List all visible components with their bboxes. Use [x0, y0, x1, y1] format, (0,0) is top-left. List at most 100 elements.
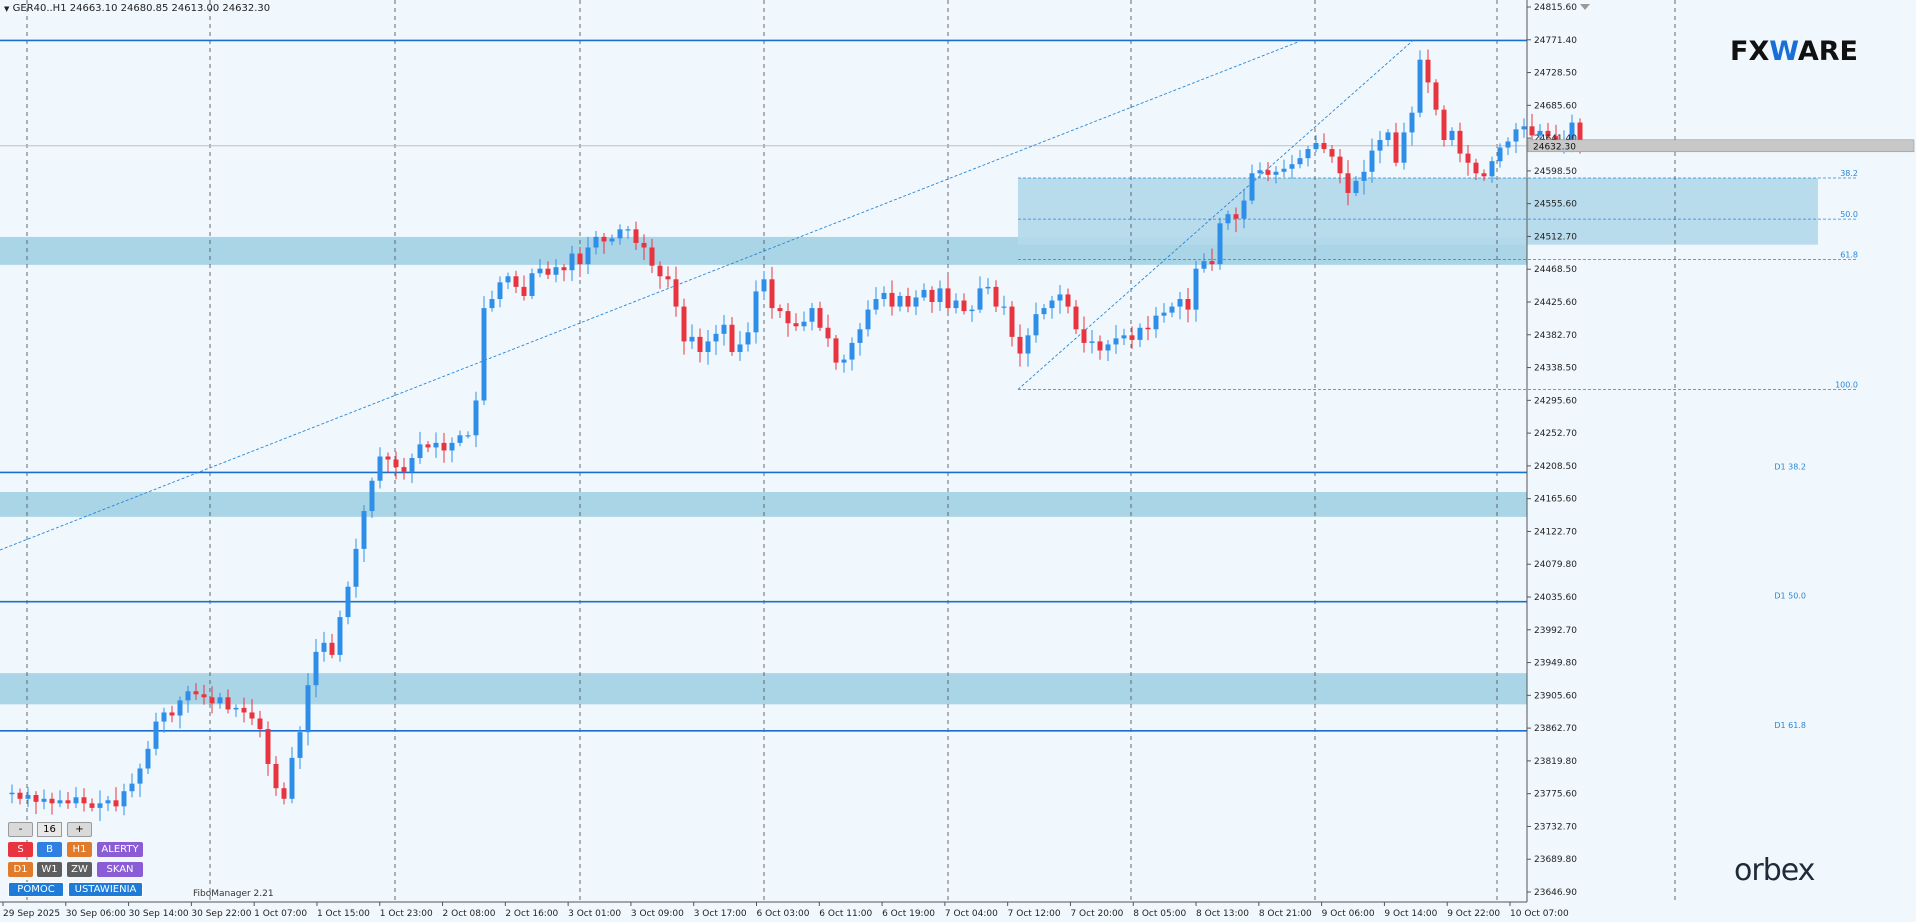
- candle-body: [1353, 180, 1359, 193]
- candle-body: [281, 788, 287, 799]
- price-axis-label: 23819.80: [1534, 757, 1577, 767]
- price-axis-label: 23775.60: [1534, 790, 1577, 800]
- d1-level-label: D1 50.0: [1774, 592, 1806, 601]
- candle-body: [657, 265, 663, 277]
- candle-body: [833, 338, 839, 363]
- candle-body: [1081, 329, 1087, 343]
- candle-body: [1313, 143, 1319, 150]
- candle-body: [249, 712, 255, 719]
- candle-body: [569, 253, 575, 271]
- buy-button[interactable]: B: [37, 842, 62, 857]
- candle-body: [849, 342, 855, 360]
- candle-body: [961, 300, 967, 312]
- candle-body: [313, 651, 319, 686]
- candle-body: [673, 279, 679, 307]
- candle-body: [1177, 298, 1183, 307]
- chevron-down-icon[interactable]: ▼: [4, 5, 10, 13]
- d1-level-label: D1 38.2: [1774, 462, 1806, 471]
- fibo-level-label: 100.0: [1835, 380, 1858, 389]
- candle-body: [945, 288, 951, 309]
- price-axis-label: 24641.40: [1534, 134, 1577, 144]
- candle-body: [889, 292, 895, 307]
- candle-body: [137, 768, 143, 784]
- time-axis-label: 7 Oct 20:00: [1070, 909, 1123, 919]
- time-axis-label: 2 Oct 08:00: [443, 909, 496, 919]
- price-axis-label: 24512.70: [1534, 232, 1577, 242]
- scan-button[interactable]: SKAN: [97, 862, 143, 877]
- candle-body: [201, 694, 207, 698]
- candle-body: [529, 273, 535, 296]
- settings-button[interactable]: USTAWIENIA: [68, 882, 143, 897]
- candle-body: [977, 288, 983, 310]
- time-axis-label: 3 Oct 17:00: [694, 909, 747, 919]
- price-axis-label: 24122.70: [1534, 527, 1577, 537]
- time-axis-label: 6 Oct 03:00: [757, 909, 810, 919]
- candle-body: [265, 729, 271, 764]
- candle-body: [145, 748, 151, 769]
- trend-line[interactable]: [0, 41, 1299, 551]
- candle-body: [1217, 223, 1223, 265]
- chart-shift-icon[interactable]: [1580, 4, 1590, 10]
- candle-body: [721, 324, 727, 334]
- candle-body: [1425, 59, 1431, 83]
- candle-body: [665, 276, 671, 280]
- candle-body: [297, 732, 303, 758]
- candle-body: [241, 707, 247, 713]
- increase-button[interactable]: +: [67, 822, 92, 837]
- candle-body: [1121, 335, 1127, 339]
- timeframe-w1-button[interactable]: W1: [37, 862, 62, 877]
- timeframe-d1-button[interactable]: D1: [8, 862, 33, 877]
- candle-body: [881, 292, 887, 299]
- candle-body: [1433, 82, 1439, 110]
- price-axis-label: 24598.50: [1534, 167, 1577, 177]
- candle-body: [617, 229, 623, 239]
- help-button[interactable]: POMOC: [8, 882, 64, 897]
- candle-body: [217, 697, 223, 704]
- time-axis-label: 9 Oct 22:00: [1447, 909, 1500, 919]
- time-axis-label: 29 Sep 2025: [3, 909, 60, 919]
- candle-body: [321, 642, 327, 652]
- candle-body: [369, 480, 375, 512]
- price-axis-label: 24208.50: [1534, 462, 1577, 472]
- candle-body: [289, 757, 295, 799]
- candle-body: [897, 295, 903, 307]
- candle-body: [1361, 171, 1367, 181]
- decrease-button[interactable]: -: [8, 822, 33, 837]
- alerts-button[interactable]: ALERTY: [97, 842, 143, 857]
- timeframe-h1-button[interactable]: H1: [67, 842, 92, 857]
- candle-body: [913, 297, 919, 307]
- zw-button[interactable]: ZW: [67, 862, 92, 877]
- candle-body: [769, 279, 775, 309]
- candle-body: [1017, 336, 1023, 354]
- candle-body: [465, 435, 471, 437]
- candle-body: [153, 721, 159, 749]
- candle-body: [1513, 129, 1519, 142]
- candle-body: [81, 797, 87, 804]
- candle-body: [969, 309, 975, 312]
- candle-body: [1105, 344, 1111, 351]
- candle-body: [161, 712, 167, 722]
- price-axis-label: 23689.80: [1534, 855, 1577, 865]
- price-axis-label: 24295.60: [1534, 396, 1577, 406]
- step-value-field[interactable]: 16: [37, 822, 62, 837]
- candle-body: [65, 800, 71, 804]
- candle-body: [929, 289, 935, 303]
- candle-body: [209, 697, 215, 704]
- time-axis-label: 8 Oct 05:00: [1133, 909, 1186, 919]
- sell-button[interactable]: S: [8, 842, 33, 857]
- time-axis-label: 7 Oct 12:00: [1008, 909, 1061, 919]
- candle-body: [937, 288, 943, 303]
- candle-body: [793, 323, 799, 327]
- candle-body: [1209, 261, 1215, 265]
- candle-body: [9, 792, 15, 795]
- candle-body: [1329, 149, 1335, 157]
- candle-body: [1009, 306, 1015, 337]
- d1-level-label: D1 61.8: [1774, 721, 1806, 730]
- candle-body: [1185, 298, 1191, 310]
- candle-body: [641, 242, 647, 248]
- candle-body: [57, 800, 63, 804]
- candle-body: [393, 459, 399, 468]
- symbol-ohlc-info: ▼ GER40..H1 24663.10 24680.85 24613.00 2…: [4, 3, 270, 14]
- candle-body: [129, 783, 135, 792]
